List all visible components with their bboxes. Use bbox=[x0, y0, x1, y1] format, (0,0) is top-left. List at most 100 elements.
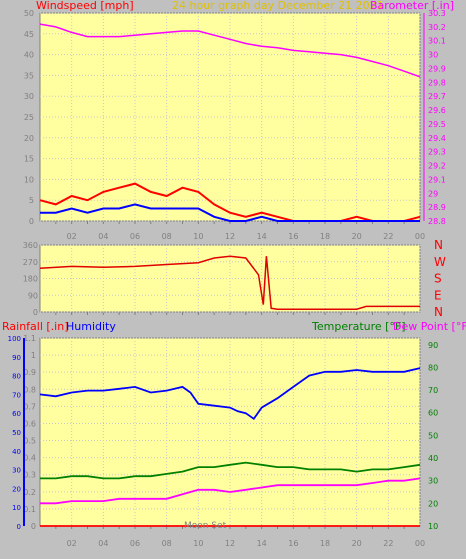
temperature-y-tick-label: 60 bbox=[428, 409, 438, 418]
temperature-y-tick-label: 70 bbox=[428, 386, 438, 395]
barometer-y-tick-label: 29.7 bbox=[428, 92, 446, 101]
barometer-y-tick-label: 28.9 bbox=[428, 203, 446, 212]
temperature-label: Temperature [°F] bbox=[311, 320, 406, 333]
climate-x-tick-label: 00 bbox=[415, 539, 425, 548]
temperature-y-tick-label: 80 bbox=[428, 363, 438, 372]
humidity-y-tick-label: 20 bbox=[12, 485, 21, 493]
direction-line bbox=[39, 255, 420, 310]
barometer-y-tick-label: 29.4 bbox=[428, 134, 446, 143]
temperature-y-tick-label: 10 bbox=[428, 522, 438, 531]
climate-x-tick-label: 20 bbox=[352, 539, 362, 548]
humidity-y-tick-label: 40 bbox=[12, 448, 21, 456]
direction-y-tick-label: 0 bbox=[33, 308, 38, 317]
compass-label: W bbox=[434, 255, 446, 269]
wind-x-tick-label: 14 bbox=[257, 232, 267, 241]
rain-y-tick-label: 0.9 bbox=[23, 368, 36, 377]
temperature-y-tick-label: 40 bbox=[428, 454, 438, 463]
barometer-y-tick-label: 29.5 bbox=[428, 120, 446, 129]
temperature-y-tick-label: 30 bbox=[428, 477, 438, 486]
rain-y-tick-label: 0.5 bbox=[23, 437, 36, 446]
climate-x-tick-label: 12 bbox=[225, 539, 235, 548]
wind-x-tick-label: 16 bbox=[288, 232, 298, 241]
barometer-y-tick-label: 29.8 bbox=[428, 78, 446, 87]
wind-y-tick-label: 50 bbox=[24, 9, 34, 18]
climate-x-tick-label: 14 bbox=[257, 539, 267, 548]
humidity-y-tick-label: 80 bbox=[12, 373, 21, 381]
temperature-y-tick-label: 50 bbox=[428, 431, 438, 440]
climate-x-tick-label: 08 bbox=[162, 539, 172, 548]
barometer-y-tick-label: 29 bbox=[428, 189, 438, 198]
barometer-y-tick-label: 29.9 bbox=[428, 64, 446, 73]
wind-gust-line bbox=[39, 182, 421, 222]
barometer-y-tick-label: 29.2 bbox=[428, 162, 446, 171]
barometer-y-tick-label: 29.1 bbox=[428, 175, 446, 184]
humidity-y-tick-label: 10 bbox=[12, 504, 21, 512]
barometer-y-tick-label: 28.8 bbox=[428, 217, 446, 226]
wind-x-tick-label: 20 bbox=[352, 232, 362, 241]
wind-y-tick-label: 10 bbox=[24, 175, 34, 184]
humidity-y-tick-label: 50 bbox=[12, 429, 21, 437]
humidity-y-tick-label: 100 bbox=[8, 335, 21, 343]
compass-label: N bbox=[434, 305, 443, 319]
wind-y-tick-label: 45 bbox=[24, 30, 34, 39]
rain-y-tick-label: 1 bbox=[31, 351, 36, 360]
rain-y-tick-label: 0 bbox=[31, 522, 36, 531]
humidity-y-tick-label: 90 bbox=[12, 354, 21, 362]
climate-x-tick-label: 22 bbox=[383, 539, 393, 548]
barometer-y-tick-label: 29.6 bbox=[428, 106, 446, 115]
barometer-y-tick-label: 30.1 bbox=[428, 37, 446, 46]
humidity-line bbox=[39, 367, 421, 421]
rain-y-tick-label: 0.8 bbox=[23, 385, 36, 394]
wind-x-tick-label: 12 bbox=[225, 232, 235, 241]
wind-x-tick-label: 18 bbox=[320, 232, 330, 241]
rain-y-tick-label: 0.3 bbox=[23, 471, 36, 480]
wind-x-tick-label: 10 bbox=[193, 232, 203, 241]
wind-x-tick-label: 04 bbox=[98, 232, 108, 241]
climate-x-tick-label: 18 bbox=[320, 539, 330, 548]
barometer-y-tick-label: 29.3 bbox=[428, 148, 446, 157]
rain-y-tick-label: 0.4 bbox=[23, 454, 36, 463]
direction-y-tick-label: 360 bbox=[23, 241, 38, 250]
dewpoint-line bbox=[40, 477, 421, 505]
climate-x-tick-label: 10 bbox=[193, 539, 203, 548]
wind-x-tick-label: 00 bbox=[415, 232, 425, 241]
barometer-label: Barometer [.in] bbox=[370, 0, 454, 12]
barometer-y-tick-label: 30 bbox=[428, 51, 438, 60]
climate-x-tick-label: 06 bbox=[130, 539, 140, 548]
wind-y-tick-label: 0 bbox=[29, 217, 34, 226]
rain-y-tick-label: 0.6 bbox=[23, 419, 36, 428]
wind-x-tick-label: 02 bbox=[67, 232, 77, 241]
barometer-y-tick-label: 30.3 bbox=[428, 9, 446, 18]
temperature-y-tick-label: 20 bbox=[428, 499, 438, 508]
moon-set-label: Moon Set bbox=[184, 521, 227, 531]
humidity-y-tick-label: 30 bbox=[12, 467, 21, 475]
wind-y-tick-label: 40 bbox=[24, 51, 34, 60]
direction-y-tick-label: 90 bbox=[28, 291, 38, 300]
rainfall-label: Rainfall [.in] bbox=[2, 320, 69, 333]
compass-label: S bbox=[434, 272, 442, 286]
rain-y-tick-label: 0.2 bbox=[23, 488, 36, 497]
humidity-y-tick-label: 0 bbox=[17, 523, 21, 531]
dewpoint-label: Dew Point [°F] bbox=[393, 320, 466, 333]
wind-x-tick-label: 06 bbox=[130, 232, 140, 241]
compass-label: N bbox=[434, 238, 443, 252]
barometer-y-tick-label: 30.2 bbox=[428, 23, 446, 32]
wind-y-tick-label: 35 bbox=[24, 71, 34, 80]
temperature-y-tick-label: 90 bbox=[428, 341, 438, 350]
wind-x-tick-label: 08 bbox=[162, 232, 172, 241]
wind-average-line bbox=[40, 203, 420, 222]
direction-y-tick-label: 180 bbox=[23, 275, 38, 284]
climate-panel: 0 0.1 0.2 0.3 0.4 0.5 0.6 0.7 0.8 0.9 1 1.1 0 10 20 30 4… bbox=[8, 334, 439, 548]
windspeed-label: Windspeed [mph] bbox=[36, 0, 134, 12]
chart-title: 24 hour graph day December 21 2021 bbox=[172, 0, 384, 12]
rain-y-tick-label: 0.7 bbox=[23, 402, 36, 411]
wind-panel: 0 5 10 15 20 25 30 35 40 45 50 28.8 28.9 29 29.1 29.2 29… bbox=[24, 9, 446, 241]
humidity-label: Humidity bbox=[66, 320, 116, 333]
climate-x-tick-label: 04 bbox=[98, 539, 108, 548]
wind-y-tick-label: 25 bbox=[24, 113, 34, 122]
wind-y-tick-label: 20 bbox=[24, 134, 34, 143]
barometer-line bbox=[39, 23, 421, 78]
temperature-line bbox=[40, 461, 421, 480]
